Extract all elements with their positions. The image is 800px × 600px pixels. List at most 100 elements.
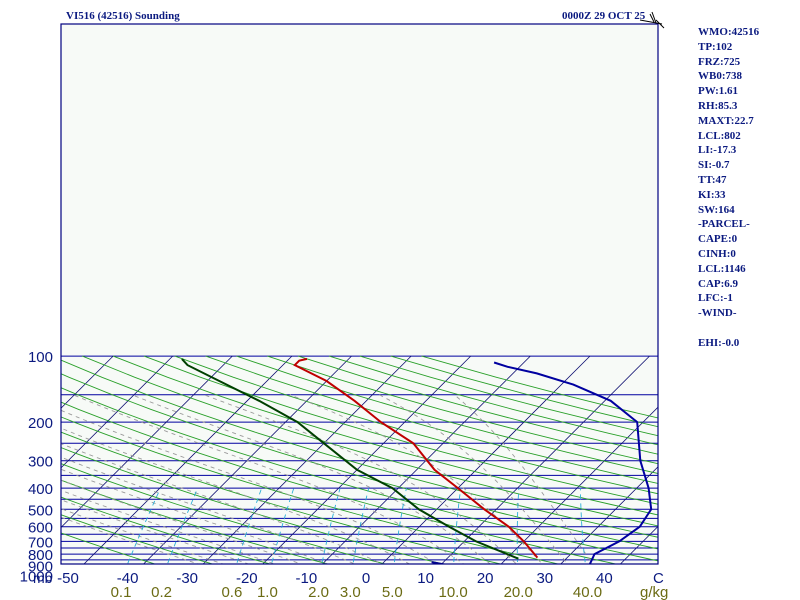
- temperature-tick-label: -40: [117, 570, 139, 587]
- sounding-trace-line: [181, 358, 519, 560]
- index-wmo: WMO:42516: [698, 26, 760, 38]
- mixing-ratio-tick-label: 0.6: [221, 584, 242, 600]
- dry-adiabat-line: [174, 355, 658, 495]
- index-tp: TP:102: [698, 40, 733, 53]
- moist-adiabat-line: [131, 394, 491, 564]
- index-tt: TT:47: [698, 173, 727, 186]
- dry-adiabat-line: [61, 373, 658, 550]
- dry-adiabat-line: [61, 463, 387, 564]
- pressure-tick-label: 700: [28, 534, 53, 551]
- pressure-tick-label: 400: [28, 481, 53, 498]
- isotherm-line: [664, 356, 800, 580]
- pressure-tick-label: 100: [28, 349, 53, 366]
- dry-adiabat-line: [61, 416, 561, 564]
- mixing-ratio-line: [271, 487, 295, 564]
- dry-adiabat-line: [61, 447, 445, 564]
- temperature-tick-label: -10: [296, 570, 318, 587]
- dry-adiabat-line: [61, 431, 503, 564]
- sounding-trace-line: [293, 357, 539, 559]
- mixing-ratio-tick-label: 0.2: [151, 584, 172, 600]
- dry-adiabat-line: [61, 496, 272, 564]
- index-maxt: MAXT:22.7: [698, 114, 754, 127]
- pressure-tick-label: 800: [28, 547, 53, 564]
- mixing-ratio-axis: 0.1 0.2 0.6 1.0 2.0 3.0 5.0 10.0 20.0 40.0: [111, 584, 603, 600]
- index-frz: FRZ:725: [698, 55, 741, 68]
- temperature-tick-label: 10: [417, 570, 434, 587]
- moist-adiabat-line: [72, 394, 465, 564]
- pressure-tick-label: 500: [28, 502, 53, 519]
- dry-adiabat-line: [61, 401, 618, 564]
- moist-adiabat-line: [289, 394, 543, 564]
- dry-adiabat-line: [61, 387, 658, 562]
- temperature-tick-label: -30: [176, 570, 198, 587]
- temperature-tick-label: -50: [57, 570, 79, 587]
- index-pw: PW:1.61: [698, 85, 739, 98]
- pressure-tick-label: 300: [28, 454, 53, 471]
- moist-adiabat-line: [61, 489, 276, 564]
- wind-barb-icon: [639, 11, 665, 29]
- moist-adiabat-line: [203, 394, 518, 564]
- temperature-tick-label: 40: [596, 570, 613, 587]
- mixing-ratio-line: [236, 487, 263, 564]
- station-title: VI516 (42516) Sounding: [66, 10, 180, 22]
- pressure-tick-label: 1000: [20, 568, 53, 585]
- temperature-tick-label: 0: [362, 570, 370, 587]
- mixing-ratio-unit-label: g/kg: [640, 584, 668, 600]
- index-rh: RH:85.3: [698, 99, 738, 112]
- mixing-ratio-line: [127, 487, 161, 564]
- isotherm-line: [83, 355, 293, 564]
- mixing-ratio-tick-label: 10.0: [438, 584, 467, 600]
- isotherm-line: [381, 355, 591, 564]
- isotherm-line: [143, 355, 352, 564]
- dry-adiabat-line: [61, 359, 658, 538]
- mixing-ratio-line: [167, 487, 199, 564]
- mixing-ratio-tick-label: 2.0: [308, 584, 329, 600]
- parcel-heading: -PARCEL-: [698, 218, 750, 231]
- sounding-traces: [181, 357, 653, 564]
- stability-indices-panel: WMO:42516 TP:102 FRZ:725 WB0:738 PW:1.61…: [698, 25, 798, 351]
- mixing-ratio-tick-label: 1.0: [257, 584, 278, 600]
- isotherm-line: [560, 466, 658, 564]
- moist-adiabat-line: [61, 516, 200, 564]
- moist-adiabat-line: [61, 468, 329, 564]
- mixing-ratio-line: [321, 487, 341, 564]
- mixing-ratio-tick-label: 5.0: [382, 584, 403, 600]
- grid-lines: [61, 355, 800, 580]
- dry-adiabat-line: [61, 514, 214, 564]
- pressure-tick-label: 200: [28, 415, 53, 432]
- index-ehi: EHI:-0.0: [698, 336, 740, 349]
- isotherm-line: [61, 355, 233, 528]
- pressure-tick-label: 900: [28, 558, 53, 575]
- index-wb0: WB0:738: [698, 70, 742, 83]
- index-si: SI:-0.7: [698, 159, 730, 172]
- mixing-ratio-tick-label: 40.0: [573, 584, 602, 600]
- index-li: LI:-17.3: [698, 144, 737, 157]
- index-lfc: LFC:-1: [698, 292, 733, 305]
- dry-adiabat-line: [143, 355, 658, 505]
- pressure-tick-label: 600: [28, 520, 53, 537]
- index-lcl: LCL:802: [698, 129, 741, 142]
- sounding-trace-line: [493, 361, 653, 564]
- dry-adiabat-line: [298, 355, 658, 455]
- moist-adiabat-line: [454, 394, 594, 564]
- moist-adiabat-line: [61, 443, 384, 564]
- index-cinh: CINH:0: [698, 247, 736, 260]
- y-axis-label: mb: [33, 570, 53, 586]
- isotherm-line: [724, 356, 800, 580]
- mixing-ratio-tick-label: 20.0: [504, 584, 533, 600]
- temperature-tick-label: 30: [536, 570, 553, 587]
- dry-adiabat-line: [267, 355, 658, 465]
- index-cape: CAPE:0: [698, 233, 738, 246]
- isotherm-line: [61, 355, 114, 409]
- mixing-ratio-tick-label: 0.1: [111, 584, 132, 600]
- temperature-tick-label: 20: [477, 570, 494, 587]
- observation-time: 0000Z 29 OCT 25: [562, 10, 646, 22]
- index-cap: CAP:6.9: [698, 277, 739, 290]
- dry-adiabat-line: [205, 355, 658, 484]
- mixing-ratio-tick-label: 3.0: [340, 584, 361, 600]
- index-parcel-lcl: LCL:1146: [698, 262, 746, 275]
- index-ki: KI:33: [698, 188, 726, 201]
- x-axis-label: C: [653, 570, 664, 587]
